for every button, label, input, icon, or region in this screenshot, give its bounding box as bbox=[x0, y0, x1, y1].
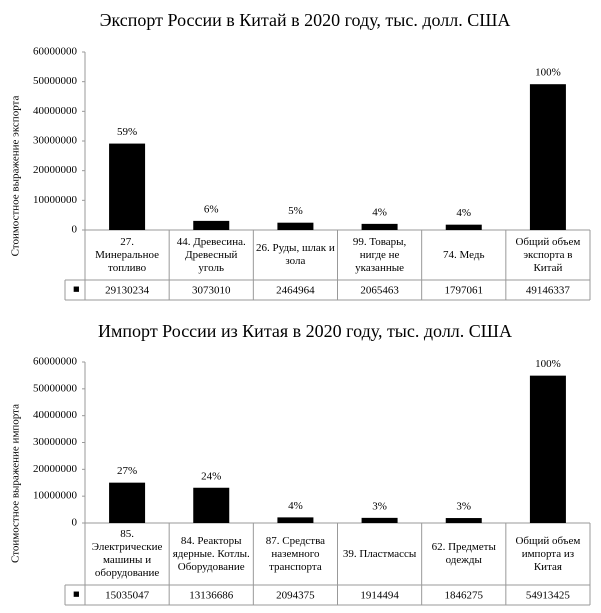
y-tick-label: 10000000 bbox=[33, 490, 78, 502]
category-cell: 84. Реакторы ядерные. Котлы. Оборудовани… bbox=[172, 534, 250, 573]
category-label: 26. Руды, шлак и зола bbox=[256, 242, 335, 267]
category-label: Общий объем импорта из Китая bbox=[515, 534, 581, 573]
y-tick-label: 60000000 bbox=[33, 46, 78, 58]
table-value: 49146337 bbox=[526, 285, 571, 297]
category-label: 62. Предметы одежды bbox=[431, 541, 496, 566]
y-tick-label: 0 bbox=[72, 224, 78, 236]
category-label: 39. Пластмассы bbox=[342, 547, 417, 560]
y-tick-label: 50000000 bbox=[33, 75, 78, 87]
bar bbox=[445, 518, 482, 523]
bar-annotation: 5% bbox=[288, 205, 303, 217]
chart-title: Импорт России из Китая в 2020 году, тыс.… bbox=[98, 321, 512, 341]
bar-annotation: 100% bbox=[535, 67, 561, 79]
bar-annotation: 3% bbox=[456, 501, 471, 513]
bar bbox=[361, 517, 398, 523]
table-value: 1797061 bbox=[445, 285, 484, 297]
category-cell: 99. Товары, нигде не указанные bbox=[352, 235, 407, 274]
table-value: 2065463 bbox=[360, 285, 399, 297]
bar bbox=[193, 220, 230, 230]
category-label: 99. Товары, нигде не указанные bbox=[352, 235, 407, 274]
bar-annotation: 3% bbox=[372, 500, 387, 512]
bar bbox=[277, 222, 314, 230]
bar-annotation: 27% bbox=[117, 465, 137, 477]
table-value: 1914494 bbox=[360, 590, 399, 602]
bar bbox=[277, 517, 314, 523]
bar-annotation: 4% bbox=[288, 500, 303, 512]
category-label: 85. Электрические машины и оборудование bbox=[91, 528, 163, 579]
category-label: 27. Минеральное топливо bbox=[95, 235, 159, 274]
table-value: 15035047 bbox=[105, 590, 150, 602]
table-value: 29130234 bbox=[105, 285, 150, 297]
bar-annotation: 6% bbox=[204, 203, 219, 215]
category-cell: Общий объем экспорта в Китай bbox=[515, 235, 581, 274]
category-cell: 39. Пластмассы bbox=[342, 547, 417, 560]
table-value: 2464964 bbox=[276, 285, 315, 297]
bar-annotation: 24% bbox=[201, 470, 221, 482]
bar bbox=[361, 223, 398, 230]
bar-annotation: 4% bbox=[456, 207, 471, 219]
bar-annotation: 4% bbox=[372, 206, 387, 218]
category-cell: 85. Электрические машины и оборудование bbox=[91, 528, 163, 579]
y-tick-label: 40000000 bbox=[33, 105, 78, 117]
y-tick-label: 30000000 bbox=[33, 135, 78, 147]
category-label: 44. Древесина. Древесный уголь bbox=[176, 235, 246, 274]
table-value: 13136686 bbox=[189, 590, 234, 602]
category-cell: 87. Средства наземного транспорта bbox=[265, 534, 326, 573]
category-label: 74. Медь bbox=[442, 248, 485, 261]
bar bbox=[529, 84, 566, 230]
y-axis-label: Стоимостное выражение экспорта bbox=[10, 96, 22, 257]
bar bbox=[529, 375, 566, 523]
bar bbox=[109, 143, 146, 230]
table-value: 54913425 bbox=[526, 590, 571, 602]
category-cell: 44. Древесина. Древесный уголь bbox=[176, 235, 246, 274]
bar bbox=[193, 487, 230, 523]
table-value: 2094375 bbox=[276, 590, 315, 602]
y-tick-label: 40000000 bbox=[33, 409, 78, 421]
category-cell: 26. Руды, шлак и зола bbox=[256, 242, 335, 267]
category-label: 87. Средства наземного транспорта bbox=[265, 534, 326, 573]
table-value: 3073010 bbox=[192, 285, 231, 297]
category-label: 84. Реакторы ядерные. Котлы. Оборудовани… bbox=[172, 534, 250, 573]
y-tick-label: 20000000 bbox=[33, 164, 78, 176]
y-tick-label: 50000000 bbox=[33, 382, 78, 394]
bar-annotation: 100% bbox=[535, 358, 561, 370]
bar-annotation: 59% bbox=[117, 126, 137, 138]
y-tick-label: 20000000 bbox=[33, 463, 78, 475]
legend-marker: ■ bbox=[73, 589, 80, 601]
category-label: Общий объем экспорта в Китай bbox=[515, 235, 581, 274]
y-tick-label: 10000000 bbox=[33, 194, 78, 206]
category-cell: Общий объем импорта из Китая bbox=[515, 534, 581, 573]
y-tick-label: 30000000 bbox=[33, 436, 78, 448]
bar bbox=[445, 224, 482, 230]
category-cell: 74. Медь bbox=[442, 248, 485, 261]
category-cell: 62. Предметы одежды bbox=[431, 541, 496, 566]
legend-marker: ■ bbox=[73, 284, 80, 296]
y-axis-label: Стоимостное выражение импорта bbox=[10, 404, 22, 563]
category-cell: 27. Минеральное топливо bbox=[95, 235, 159, 274]
bar bbox=[109, 482, 146, 523]
y-tick-label: 60000000 bbox=[33, 356, 78, 368]
table-value: 1846275 bbox=[445, 590, 484, 602]
y-tick-label: 0 bbox=[72, 517, 78, 529]
chart-title: Экспорт России в Китай в 2020 году, тыс.… bbox=[100, 10, 511, 30]
